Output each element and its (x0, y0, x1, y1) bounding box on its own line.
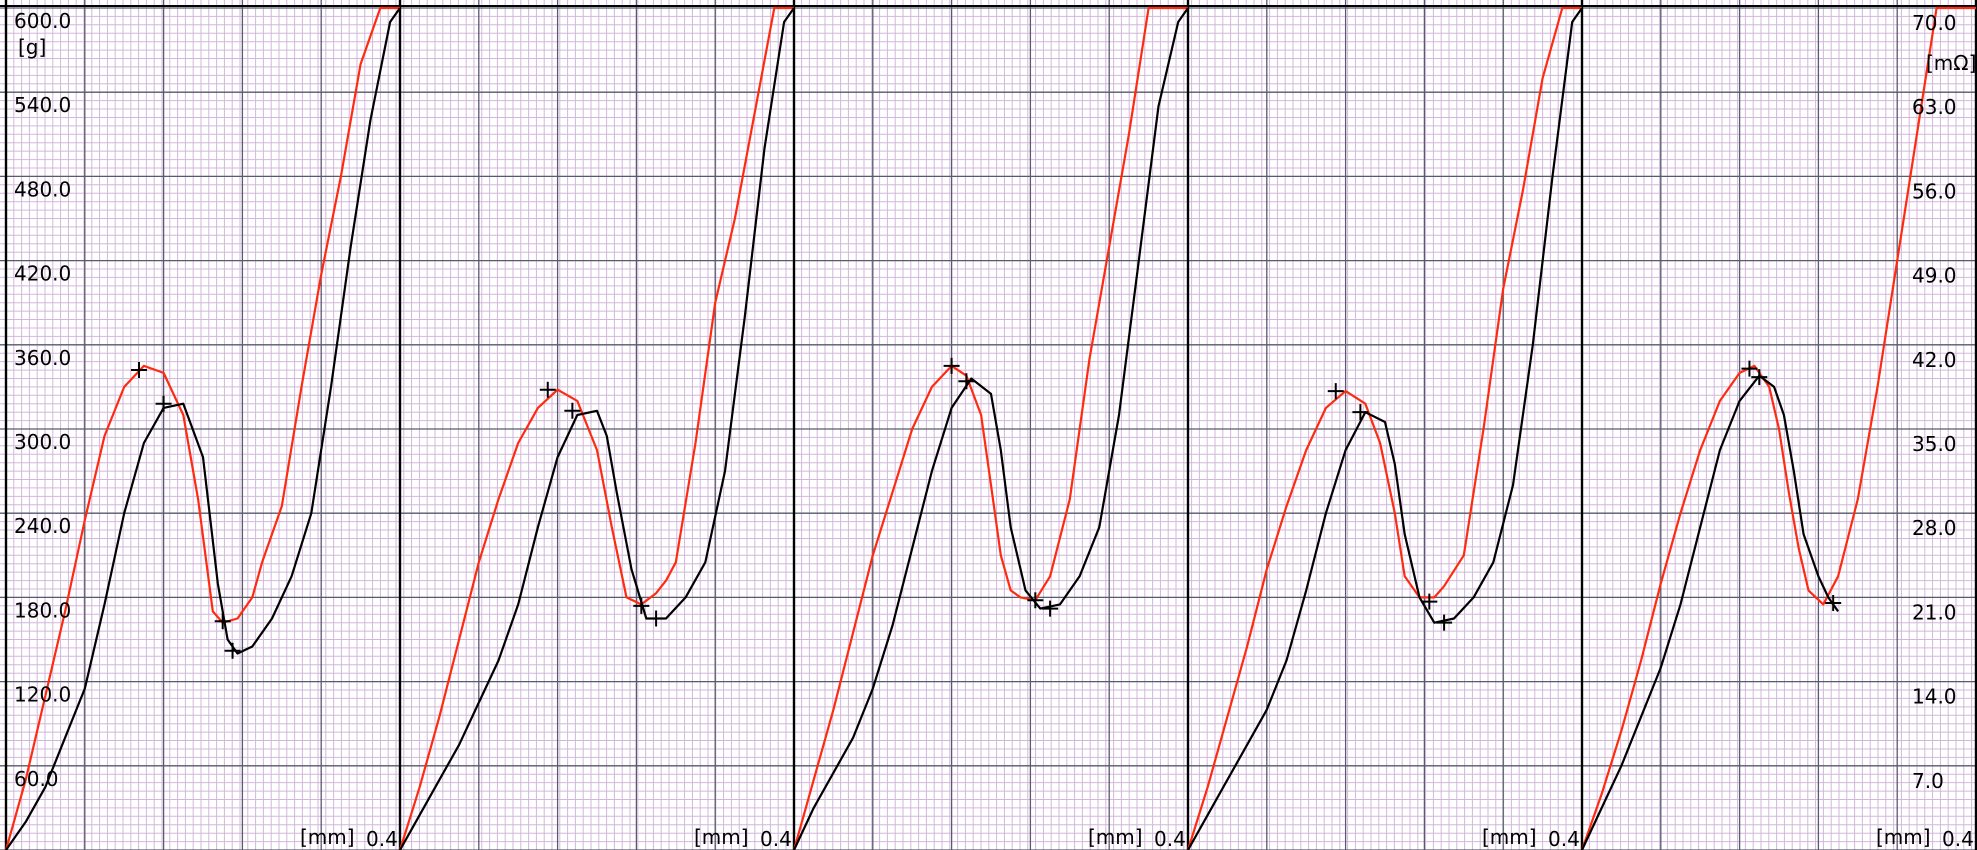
right-tick-label: 42.0 (1912, 348, 1957, 372)
curves (4, 6, 1976, 850)
x-axis-end-label: 0.4 (1154, 827, 1186, 850)
left-tick-label: 240.0 (14, 514, 71, 538)
extremum-marker (1327, 383, 1344, 400)
left-tick-label: 180.0 (14, 598, 71, 622)
red-curve (398, 6, 794, 850)
right-tick-label: 63.0 (1912, 95, 1957, 119)
left-tick-label: 600.0 (14, 9, 71, 33)
left-axis-labels: [g] 60.0 120.0 180.0 240.0 300.0 360.0 420.0 48… (14, 9, 71, 791)
left-axis-unit: [g] (18, 35, 46, 59)
x-axis-end-label: 0.4 (760, 827, 792, 850)
black-curve (1581, 374, 1840, 850)
x-axis-end-label: 0.4 (1942, 827, 1974, 850)
extremum-marker (155, 395, 172, 412)
extremum-marker (564, 402, 581, 419)
left-tick-label: 360.0 (14, 346, 71, 370)
extremum-marker (214, 613, 231, 630)
extremum-marker (539, 381, 556, 398)
right-tick-label: 49.0 (1912, 264, 1957, 288)
extremum-marker (1741, 360, 1758, 377)
right-tick-label: 35.0 (1912, 432, 1957, 456)
right-axis-labels: [mΩ] 7.0 14.0 21.0 28.0 35.0 42.0 49.0 56.0 63.0… (1912, 11, 1976, 793)
left-tick-label: 480.0 (14, 177, 71, 201)
red-curve (1580, 6, 1976, 850)
extremum-marker (1421, 593, 1438, 610)
extremum-marker (648, 610, 665, 627)
right-tick-label: 56.0 (1912, 179, 1957, 203)
x-axis-unit: [mm] (694, 825, 749, 849)
extremum-marker (1751, 369, 1768, 386)
left-tick-label: 120.0 (14, 683, 71, 707)
x-axis-labels: [mm] 0.4 [mm] 0.4 [mm] 0.4 [mm] 0.4 [mm] 0.4 (300, 825, 1974, 850)
right-tick-label: 14.0 (1912, 685, 1957, 709)
x-axis-unit: [mm] (1482, 825, 1537, 849)
left-tick-label: 60.0 (14, 767, 59, 791)
right-tick-label: 21.0 (1912, 600, 1957, 624)
black-curve (1187, 7, 1583, 850)
right-tick-label: 7.0 (1912, 769, 1944, 793)
extremum-marker (1825, 595, 1842, 612)
x-axis-unit: [mm] (300, 825, 355, 849)
extremum-marker (224, 642, 241, 659)
extremum-marker (1436, 614, 1453, 631)
x-axis-end-label: 0.4 (1548, 827, 1580, 850)
red-curve (792, 6, 1188, 850)
extremum-marker (130, 362, 147, 379)
black-curve (5, 7, 401, 850)
extremum-marker (1352, 404, 1369, 421)
extremum-marker (943, 357, 960, 374)
extremum-marker (958, 373, 975, 390)
red-curve (4, 6, 400, 850)
right-tick-label: 28.0 (1912, 516, 1957, 540)
left-tick-label: 300.0 (14, 430, 71, 454)
extremum-marker (1042, 600, 1059, 617)
red-curve (1186, 6, 1582, 850)
extremum-markers (130, 357, 1842, 659)
x-axis-unit: [mm] (1876, 825, 1931, 849)
left-tick-label: 420.0 (14, 262, 71, 286)
x-axis-end-label: 0.4 (366, 827, 398, 850)
extremum-marker (1027, 592, 1044, 609)
black-curve (793, 7, 1189, 850)
left-tick-label: 540.0 (14, 93, 71, 117)
right-tick-label: 70.0 (1912, 11, 1957, 35)
extremum-marker (633, 597, 650, 614)
black-curve (399, 7, 795, 850)
right-axis-unit: [mΩ] (1926, 51, 1976, 75)
x-axis-unit: [mm] (1088, 825, 1143, 849)
